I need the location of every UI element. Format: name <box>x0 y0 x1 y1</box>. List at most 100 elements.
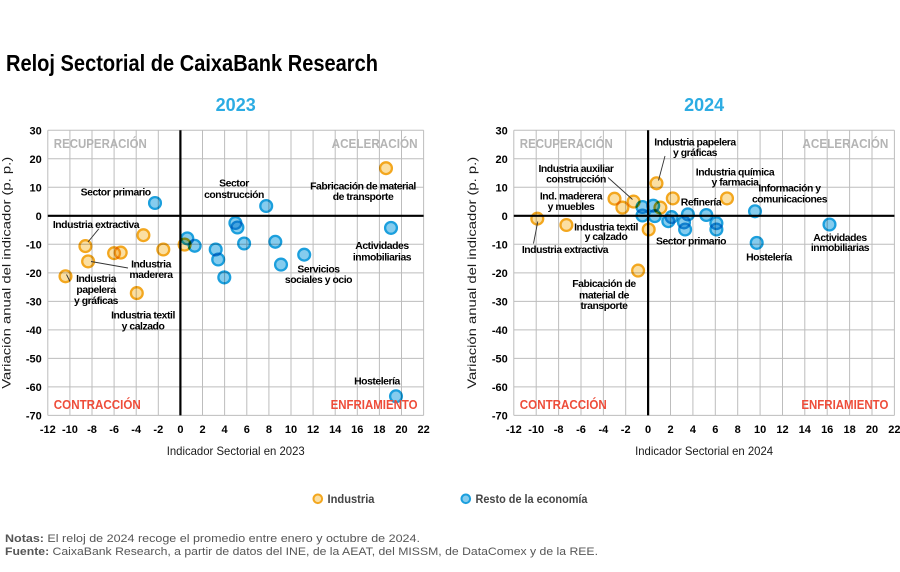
svg-text:-10: -10 <box>492 239 508 251</box>
svg-text:-60: -60 <box>26 382 42 394</box>
svg-text:-4: -4 <box>599 424 610 436</box>
svg-text:22: 22 <box>888 424 900 436</box>
svg-text:10: 10 <box>496 182 508 194</box>
svg-text:Industria química: Industria química <box>696 168 775 179</box>
svg-text:Industria extractiva: Industria extractiva <box>53 220 140 231</box>
svg-text:Información y: Información y <box>758 184 821 195</box>
svg-text:y gráficas: y gráficas <box>673 148 718 159</box>
svg-text:RECUPERACIÓN: RECUPERACIÓN <box>520 136 613 151</box>
svg-text:Sector primario: Sector primario <box>81 188 151 199</box>
svg-text:-50: -50 <box>492 353 508 365</box>
svg-text:Sector primario: Sector primario <box>656 237 726 248</box>
svg-text:y calzado: y calzado <box>122 322 165 333</box>
svg-text:inmobiliarias: inmobiliarias <box>811 243 870 254</box>
svg-text:0: 0 <box>502 211 508 223</box>
svg-text:6: 6 <box>712 424 718 436</box>
svg-text:-2: -2 <box>153 424 163 436</box>
svg-text:-10: -10 <box>26 239 42 251</box>
svg-text:de transporte: de transporte <box>333 192 394 203</box>
svg-text:construcción: construcción <box>546 174 606 185</box>
svg-text:-10: -10 <box>62 424 78 436</box>
svg-text:Ind. maderera: Ind. maderera <box>540 192 603 203</box>
svg-text:-8: -8 <box>87 424 97 436</box>
svg-text:-40: -40 <box>26 325 42 337</box>
svg-text:16: 16 <box>821 424 833 436</box>
svg-text:12: 12 <box>307 424 319 436</box>
svg-text:10: 10 <box>285 424 297 436</box>
svg-text:Hostelería: Hostelería <box>746 253 792 264</box>
svg-text:0: 0 <box>36 211 42 223</box>
svg-text:30: 30 <box>30 125 42 137</box>
svg-text:Indicador Sectorial en 2024: Indicador Sectorial en 2024 <box>635 444 773 458</box>
svg-text:0: 0 <box>177 424 183 436</box>
svg-text:20: 20 <box>395 424 407 436</box>
svg-text:-60: -60 <box>492 382 508 394</box>
svg-text:RECUPERACIÓN: RECUPERACIÓN <box>54 136 147 151</box>
svg-text:Resto de la economía: Resto de la economía <box>476 492 588 506</box>
svg-text:-70: -70 <box>26 410 42 422</box>
svg-text:transporte: transporte <box>581 301 629 312</box>
svg-text:10: 10 <box>30 182 42 194</box>
svg-text:4: 4 <box>690 424 697 436</box>
svg-text:2024: 2024 <box>684 95 724 115</box>
svg-text:20: 20 <box>30 154 42 166</box>
svg-text:Hostelería: Hostelería <box>354 377 400 388</box>
svg-text:6: 6 <box>244 424 250 436</box>
svg-text:Fabicación de: Fabicación de <box>572 279 636 290</box>
svg-text:-8: -8 <box>554 424 564 436</box>
svg-text:16: 16 <box>351 424 363 436</box>
svg-text:14: 14 <box>799 424 812 436</box>
svg-text:Variación anual del indicador: Variación anual del indicador (p. p.) <box>0 157 13 389</box>
svg-text:Sector: Sector <box>219 179 249 190</box>
svg-text:sociales y ocio: sociales y ocio <box>285 275 352 286</box>
svg-text:-70: -70 <box>492 410 508 422</box>
svg-text:Fuente: CaixaBank Research, a: Fuente: CaixaBank Research, a partir de … <box>5 546 598 558</box>
svg-text:Notas: El reloj de 2024 recoge: Notas: El reloj de 2024 recoge el promed… <box>5 533 420 545</box>
svg-text:inmobiliarias: inmobiliarias <box>353 252 412 263</box>
svg-text:Servicios: Servicios <box>297 265 340 276</box>
svg-text:0: 0 <box>645 424 651 436</box>
svg-text:18: 18 <box>843 424 855 436</box>
svg-text:-4: -4 <box>131 424 142 436</box>
svg-text:Industria textil: Industria textil <box>574 222 638 233</box>
svg-text:y farmacia: y farmacia <box>712 178 760 189</box>
svg-text:y muebles: y muebles <box>548 202 595 213</box>
svg-text:-30: -30 <box>26 296 42 308</box>
svg-text:-30: -30 <box>492 296 508 308</box>
svg-text:8: 8 <box>266 424 272 436</box>
svg-text:-12: -12 <box>40 424 56 436</box>
svg-text:Industria papelera: Industria papelera <box>654 138 736 149</box>
svg-text:30: 30 <box>496 125 508 137</box>
svg-text:-50: -50 <box>26 353 42 365</box>
svg-text:10: 10 <box>754 424 766 436</box>
svg-text:8: 8 <box>735 424 741 436</box>
svg-text:Actividades: Actividades <box>355 241 409 252</box>
svg-text:-20: -20 <box>26 268 42 280</box>
svg-text:-12: -12 <box>506 424 522 436</box>
svg-text:maderera: maderera <box>129 270 173 281</box>
svg-text:2: 2 <box>667 424 673 436</box>
svg-text:Industria: Industria <box>328 492 375 506</box>
svg-text:y gráficas: y gráficas <box>74 296 119 307</box>
svg-text:-10: -10 <box>528 424 544 436</box>
svg-text:CONTRACCIÓN: CONTRACCIÓN <box>520 397 607 412</box>
svg-text:-2: -2 <box>621 424 631 436</box>
svg-text:20: 20 <box>866 424 878 436</box>
svg-text:-6: -6 <box>576 424 586 436</box>
svg-text:2: 2 <box>199 424 205 436</box>
svg-text:ACELERACIÓN: ACELERACIÓN <box>802 136 888 151</box>
svg-text:14: 14 <box>329 424 342 436</box>
svg-text:18: 18 <box>373 424 385 436</box>
svg-text:y calzado: y calzado <box>585 232 628 243</box>
svg-text:papelera: papelera <box>76 285 116 296</box>
svg-text:ENFRIAMIENTO: ENFRIAMIENTO <box>801 397 888 412</box>
svg-text:2023: 2023 <box>216 95 256 115</box>
svg-text:Fabricación de material: Fabricación de material <box>310 182 416 193</box>
svg-text:ACELERACIÓN: ACELERACIÓN <box>332 136 418 151</box>
svg-text:material de: material de <box>579 291 630 302</box>
svg-text:22: 22 <box>417 424 429 436</box>
svg-text:comunicaciones: comunicaciones <box>752 195 828 206</box>
svg-text:construcción: construcción <box>204 190 264 201</box>
svg-text:CONTRACCIÓN: CONTRACCIÓN <box>54 397 141 412</box>
svg-text:Actividades: Actividades <box>813 233 867 244</box>
